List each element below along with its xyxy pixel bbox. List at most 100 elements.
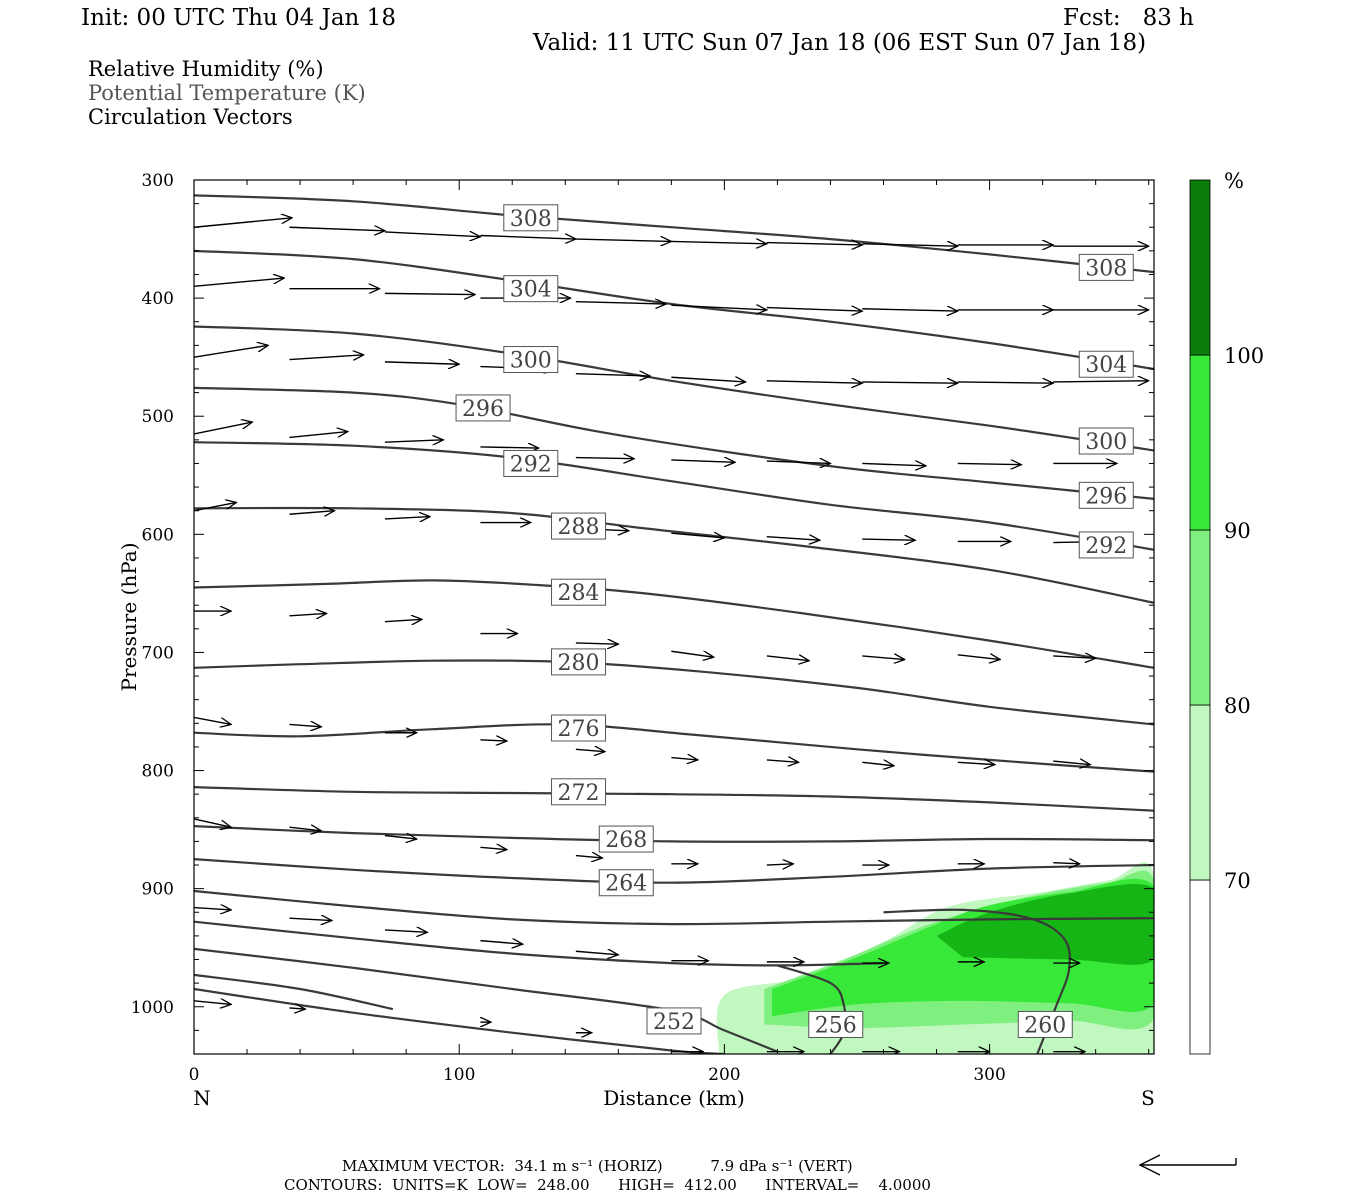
- circulation-vectors: [194, 218, 1149, 1052]
- y-tick-label: 500: [142, 407, 174, 427]
- svg-text:264: 264: [605, 872, 647, 897]
- circulation-vector: [289, 227, 384, 231]
- circulation-vector: [766, 537, 820, 541]
- circulation-vector: [575, 239, 671, 241]
- svg-text:308: 308: [510, 207, 552, 232]
- circulation-vector: [289, 432, 347, 439]
- theta-contour-304: [194, 249, 1154, 371]
- circulation-vector: [384, 619, 422, 621]
- y-tick-label: 300: [142, 171, 174, 191]
- circulation-vector: [384, 517, 430, 519]
- svg-text:296: 296: [1085, 484, 1127, 509]
- circulation-vector: [671, 241, 766, 243]
- circulation-vector: [575, 951, 618, 955]
- contour-label-260: 260: [1017, 1010, 1073, 1038]
- circulation-vector: [671, 533, 724, 538]
- circulation-vector: [766, 461, 831, 463]
- circulation-vector: [766, 381, 862, 383]
- y-tick-label: 900: [142, 880, 174, 900]
- circulation-vector: [194, 218, 292, 228]
- contour-label-280: 280: [551, 648, 607, 676]
- y-tick-label: 400: [142, 289, 174, 309]
- circulation-vector: [1053, 863, 1080, 864]
- circulation-vector: [957, 463, 1022, 464]
- axes: 300 400 500 600 700 800 900 1000 0 100 200 300 N S: [131, 171, 1155, 1110]
- theta-contour-260: [883, 908, 1071, 1054]
- south-label: S: [1141, 1086, 1155, 1110]
- circulation-vector: [957, 382, 1053, 383]
- theta-contour-line-12: [194, 889, 1154, 926]
- circulation-vector: [194, 716, 231, 724]
- circulation-vector: [289, 1008, 305, 1009]
- circulation-vector: [862, 762, 894, 766]
- contour-label-308: 308: [503, 204, 559, 232]
- circulation-vector: [766, 864, 794, 865]
- theta-contour-276: [194, 723, 1154, 773]
- circulation-vector: [766, 243, 862, 245]
- x-tick-label: 100: [443, 1065, 475, 1085]
- circulation-vector: [671, 460, 735, 462]
- colorbar: 70 80 90 100%: [1189, 169, 1264, 1055]
- contour-label-304: 304: [503, 275, 559, 303]
- theta-contour-296: [194, 386, 1154, 500]
- contour-label-292: 292: [1078, 531, 1134, 559]
- circulation-vector: [862, 382, 957, 383]
- theta-contour-line-13: [194, 920, 884, 967]
- svg-text:304: 304: [510, 278, 552, 303]
- field-theta-label: Potential Temperature (K): [88, 81, 366, 105]
- circulation-vector: [766, 656, 809, 661]
- svg-text:308: 308: [1085, 256, 1127, 281]
- contour-label-292: 292: [503, 449, 559, 477]
- max-vector-note: MAXIMUM VECTOR: 34.1 m s⁻¹ (HORIZ) 7.9 d…: [342, 1157, 853, 1175]
- colorbar-segment: [1189, 354, 1211, 531]
- theta-contour-288: [194, 506, 1154, 604]
- circulation-vector: [480, 847, 507, 849]
- circulation-vector: [575, 374, 650, 376]
- svg-text:304: 304: [1085, 353, 1127, 378]
- circulation-vector: [384, 440, 443, 442]
- circulation-vector: [1053, 761, 1090, 765]
- theta-contour-264: [194, 858, 1154, 884]
- x-tick-label: 0: [189, 1065, 200, 1085]
- colorbar-segment: [1189, 704, 1211, 881]
- x-axis-title: Distance (km): [603, 1086, 745, 1110]
- svg-text:292: 292: [510, 452, 552, 477]
- forecast-hour: Fcst: 83 h: [1063, 5, 1194, 31]
- contour-label-300: 300: [1078, 427, 1134, 455]
- init-time: Init: 00 UTC Thu 04 Jan 18: [81, 5, 396, 31]
- circulation-vector: [575, 749, 605, 751]
- circulation-vector: [480, 740, 507, 741]
- y-tick-label: 600: [142, 525, 174, 545]
- circulation-vector: [194, 1001, 231, 1005]
- circulation-vector: [575, 856, 603, 858]
- svg-text:280: 280: [558, 651, 600, 676]
- theta-contour-284: [194, 579, 1154, 669]
- svg-text:292: 292: [1085, 534, 1127, 559]
- circulation-vector: [766, 308, 862, 312]
- circulation-vector: [575, 458, 634, 459]
- svg-text:296: 296: [462, 397, 504, 422]
- y-tick-label: 800: [142, 762, 174, 782]
- y-tick-label: 1000: [131, 998, 174, 1018]
- contour-label-288: 288: [551, 512, 607, 540]
- circulation-vector: [384, 362, 459, 364]
- circulation-vector: [862, 244, 957, 246]
- theta-contour-292: [194, 441, 1154, 551]
- contour-label-296: 296: [455, 394, 511, 422]
- theta-contour-300: [194, 325, 1154, 452]
- circulation-vector: [957, 762, 995, 764]
- contour-label-304: 304: [1078, 350, 1134, 378]
- contour-label-308: 308: [1078, 253, 1134, 281]
- theta-contours: [194, 194, 1154, 1054]
- circulation-vector: [862, 656, 904, 660]
- field-rh-label: Relative Humidity (%): [88, 57, 324, 81]
- circulation-vector: [480, 447, 538, 448]
- circulation-vector: [194, 422, 252, 435]
- contour-label-264: 264: [598, 869, 654, 897]
- reference-vector-arrow: [1138, 1154, 1237, 1176]
- contour-label-300: 300: [503, 346, 559, 374]
- svg-text:256: 256: [815, 1013, 857, 1038]
- circulation-vector: [480, 236, 575, 240]
- circulation-vector: [575, 643, 618, 644]
